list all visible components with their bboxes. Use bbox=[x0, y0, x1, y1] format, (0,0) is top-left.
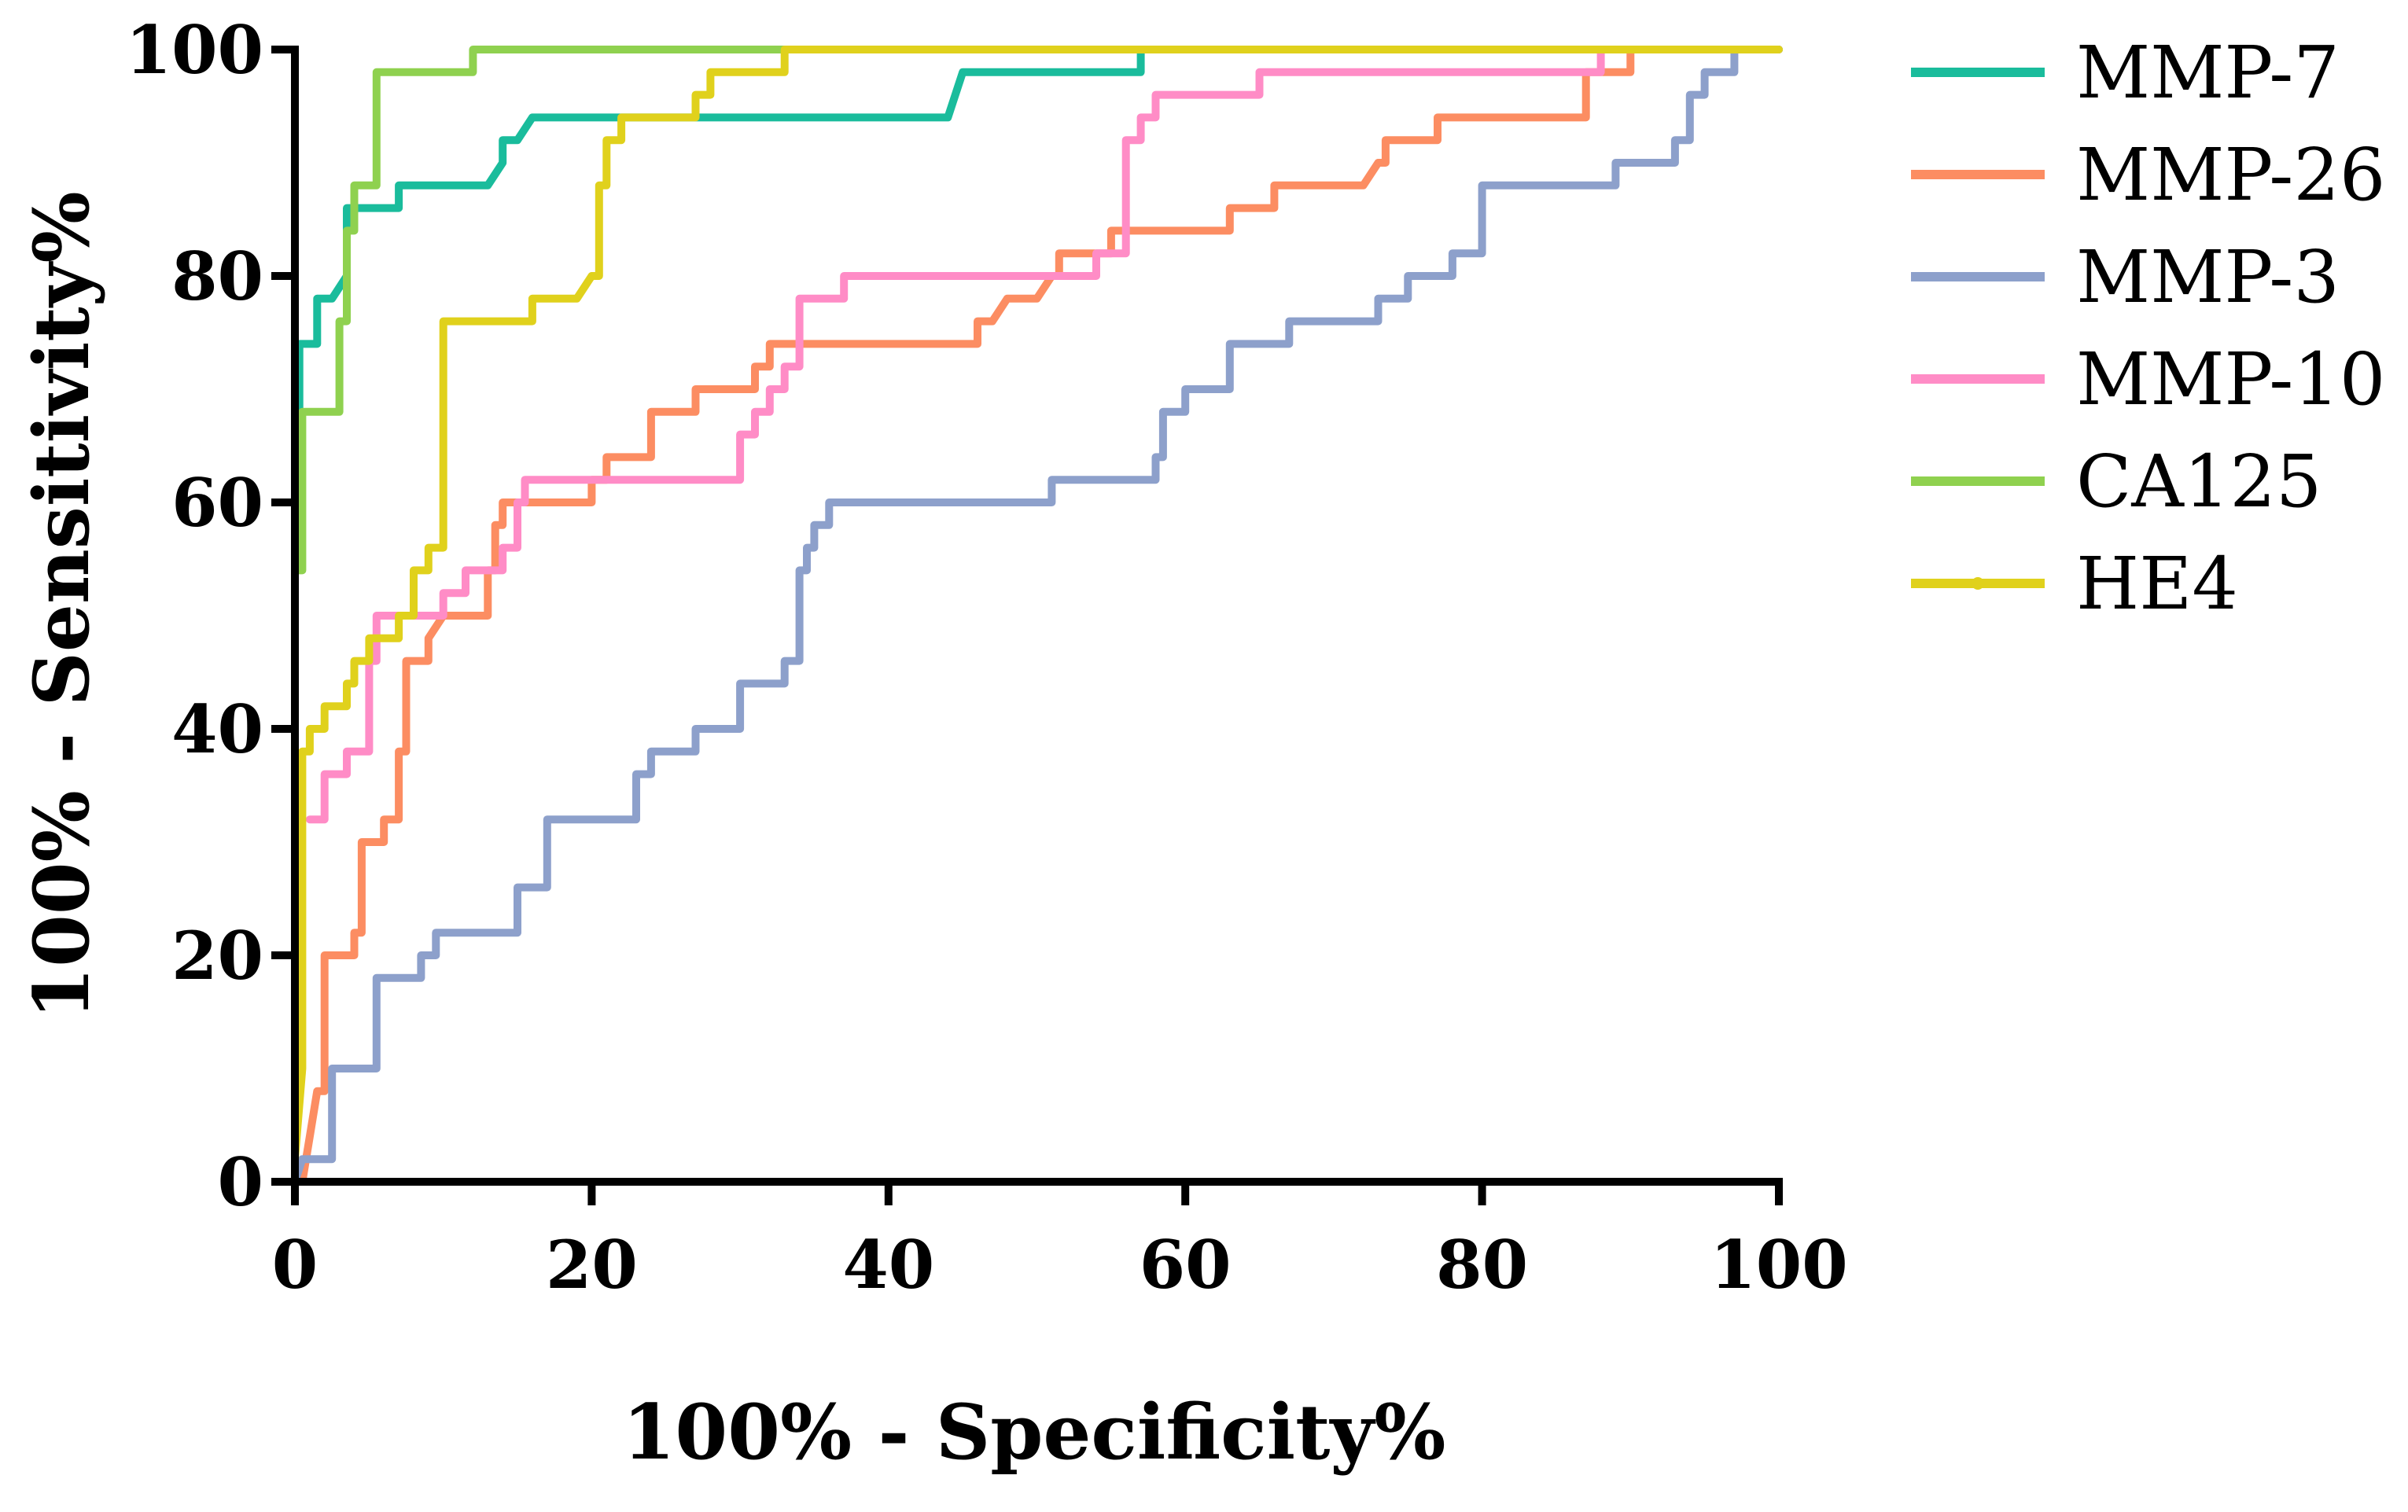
legend-item-mmp-10: MMP-10 bbox=[1911, 337, 2385, 421]
legend-item-mmp-3: MMP-3 bbox=[1911, 235, 2340, 319]
y-tick-label: 40 bbox=[171, 690, 263, 768]
legend: MMP-7 MMP-26 MMP-3 MMP-10 CA125 HE4 bbox=[1911, 31, 2385, 626]
legend-label: HE4 bbox=[2076, 542, 2238, 626]
series-layer bbox=[291, 46, 1783, 1186]
legend-item-mmp-26: MMP-26 bbox=[1911, 133, 2385, 217]
legend-item-he4: HE4 bbox=[1911, 542, 2238, 626]
legend-label: MMP-7 bbox=[2076, 31, 2340, 115]
series-line-mmp-7 bbox=[291, 46, 1783, 563]
legend-item-ca125: CA125 bbox=[1911, 440, 2321, 524]
x-axis-title: 100% - Specificity% bbox=[623, 1388, 1446, 1477]
series-line-he4 bbox=[291, 46, 1783, 1164]
x-tick-label: 40 bbox=[842, 1226, 934, 1304]
series-line-mmp-10 bbox=[305, 46, 1783, 824]
y-ticks: 0 20 40 60 80 100 bbox=[126, 11, 295, 1221]
legend-marker bbox=[1972, 577, 1984, 590]
legend-item-mmp-7: MMP-7 bbox=[1911, 31, 2340, 115]
series-line-mmp-26 bbox=[298, 46, 1783, 1186]
series-line-mmp-3 bbox=[291, 46, 1783, 1186]
x-tick-label: 0 bbox=[272, 1226, 318, 1304]
x-tick-label: 80 bbox=[1436, 1226, 1528, 1304]
y-axis-title: 100% - Sensitivity% bbox=[17, 191, 106, 1019]
x-tick-label: 100 bbox=[1710, 1226, 1847, 1304]
legend-label: MMP-3 bbox=[2076, 235, 2340, 319]
axes-layer bbox=[291, 46, 1783, 1186]
x-ticks: 0 20 40 60 80 100 bbox=[272, 1182, 1848, 1304]
y-tick-label: 60 bbox=[171, 464, 263, 542]
x-tick-label: 20 bbox=[546, 1226, 638, 1304]
y-tick-label: 20 bbox=[171, 917, 263, 995]
x-tick-label: 60 bbox=[1140, 1226, 1232, 1304]
legend-label: MMP-26 bbox=[2076, 133, 2385, 217]
series-line-ca125 bbox=[291, 46, 1783, 1072]
y-tick-label: 100 bbox=[126, 11, 263, 89]
y-tick-label: 80 bbox=[171, 237, 263, 315]
legend-label: CA125 bbox=[2076, 440, 2321, 524]
y-tick-label: 0 bbox=[218, 1143, 263, 1221]
legend-label: MMP-10 bbox=[2076, 337, 2385, 421]
